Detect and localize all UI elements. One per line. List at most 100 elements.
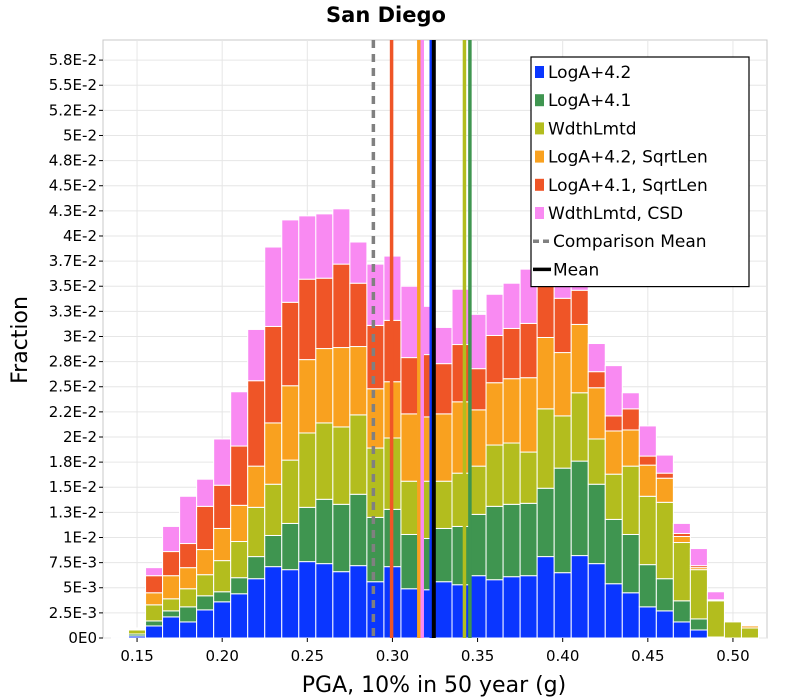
bar-segment bbox=[621, 592, 640, 639]
bar-segment bbox=[349, 346, 368, 416]
bar-segment bbox=[434, 363, 453, 415]
bar-segment bbox=[349, 282, 368, 348]
bar-segment bbox=[485, 334, 504, 384]
y-axis-label: Fraction bbox=[8, 296, 33, 384]
legend-label: LogA+4.2 bbox=[548, 63, 631, 83]
bar-segment bbox=[264, 566, 283, 639]
bar-segment bbox=[196, 574, 215, 597]
bar-segment bbox=[451, 584, 470, 639]
bar-segment bbox=[740, 625, 759, 629]
y-tick-label: 4.8E-2 bbox=[49, 152, 97, 170]
bar-segment bbox=[366, 447, 385, 518]
legend-swatch bbox=[535, 122, 544, 135]
bar-segment bbox=[400, 480, 419, 535]
y-tick-label: 4.5E-2 bbox=[49, 177, 97, 195]
y-tick-label: 1.5E-2 bbox=[49, 478, 97, 496]
bar-segment bbox=[655, 578, 674, 612]
y-tick-label: 1E-2 bbox=[63, 528, 97, 546]
bar-segment bbox=[638, 495, 657, 566]
bar-segment bbox=[298, 278, 317, 361]
bar-segment bbox=[434, 413, 453, 482]
bar-segment bbox=[332, 208, 351, 265]
chart-title: San Diego bbox=[326, 3, 446, 27]
bar-segment bbox=[315, 348, 334, 424]
bar-segment bbox=[587, 343, 606, 373]
bar-segment bbox=[485, 293, 504, 336]
bar-segment bbox=[689, 548, 708, 567]
bar-segment bbox=[434, 480, 453, 529]
bar-segment bbox=[145, 575, 164, 594]
y-tick-label: 7.5E-3 bbox=[49, 554, 97, 572]
bar-segment bbox=[604, 583, 623, 639]
bar-segment bbox=[247, 506, 266, 558]
bar-segment bbox=[536, 408, 555, 489]
bar-segment bbox=[230, 541, 249, 579]
y-tick-label: 2.5E-3 bbox=[49, 604, 97, 622]
bar-segment bbox=[672, 621, 691, 639]
bar-segment bbox=[451, 288, 470, 346]
bar-segment bbox=[672, 542, 691, 602]
bar-segment bbox=[587, 387, 606, 440]
y-tick-label: 4E-2 bbox=[63, 227, 97, 245]
bar-segment bbox=[553, 572, 572, 639]
bar-segment bbox=[553, 467, 572, 574]
bar-segment bbox=[264, 246, 283, 327]
bar-segment bbox=[281, 219, 300, 303]
bar-segment bbox=[553, 352, 572, 417]
bar-segment bbox=[332, 426, 351, 505]
bar-segment bbox=[485, 382, 504, 446]
y-tick-label: 5.2E-2 bbox=[49, 101, 97, 119]
bar-segment bbox=[179, 543, 198, 569]
bar-segment bbox=[247, 556, 266, 580]
bar-segment bbox=[281, 301, 300, 387]
bar-segment bbox=[247, 465, 266, 508]
bar-segment bbox=[621, 408, 640, 431]
y-tick-label: 2.2E-2 bbox=[49, 403, 97, 421]
bar-segment bbox=[247, 328, 266, 382]
bar-segment bbox=[587, 438, 606, 485]
bar-segment bbox=[349, 565, 368, 639]
x-tick-label: 0.40 bbox=[546, 647, 579, 665]
bar-segment bbox=[587, 371, 606, 389]
x-tick-label: 0.45 bbox=[631, 647, 664, 665]
bar-segment bbox=[298, 506, 317, 563]
bar-segment bbox=[145, 592, 164, 606]
bar-segment bbox=[451, 401, 470, 474]
legend-swatch bbox=[535, 178, 544, 191]
legend-swatch bbox=[535, 66, 544, 78]
y-tick-label: 3.3E-2 bbox=[49, 302, 97, 320]
bar-segment bbox=[332, 263, 351, 349]
bar-segment bbox=[502, 503, 521, 578]
bar-segment bbox=[281, 385, 300, 461]
bar-segment bbox=[536, 487, 555, 558]
bar-segment bbox=[519, 377, 538, 453]
bar-segment bbox=[366, 516, 385, 583]
x-tick-label: 0.20 bbox=[205, 647, 238, 665]
bar-segment bbox=[196, 478, 215, 507]
bar-segment bbox=[400, 413, 419, 482]
bar-segment bbox=[655, 610, 674, 639]
bar-segment bbox=[400, 357, 419, 415]
bar-segment bbox=[128, 629, 147, 635]
bar-segment bbox=[213, 560, 232, 593]
bar-segment bbox=[366, 581, 385, 639]
bar-segment bbox=[655, 477, 674, 503]
bar-segment bbox=[621, 429, 640, 467]
bar-segment bbox=[162, 551, 181, 577]
bar-segment bbox=[264, 483, 283, 536]
bar-segment bbox=[298, 432, 317, 508]
bar-segment bbox=[672, 522, 691, 534]
bar-segment bbox=[179, 495, 198, 545]
x-tick-label: 0.30 bbox=[376, 647, 409, 665]
bar-segment bbox=[570, 289, 589, 325]
bar-segment bbox=[315, 213, 334, 279]
bar-segment bbox=[638, 425, 657, 457]
bar-segment bbox=[723, 621, 742, 639]
bar-segment bbox=[655, 472, 674, 479]
bar-segment bbox=[366, 388, 385, 449]
bar-segment bbox=[315, 563, 334, 639]
bar-segment bbox=[655, 501, 674, 580]
bar-segment bbox=[366, 324, 385, 390]
bar-segment bbox=[400, 588, 419, 639]
bar-segment bbox=[162, 575, 181, 600]
